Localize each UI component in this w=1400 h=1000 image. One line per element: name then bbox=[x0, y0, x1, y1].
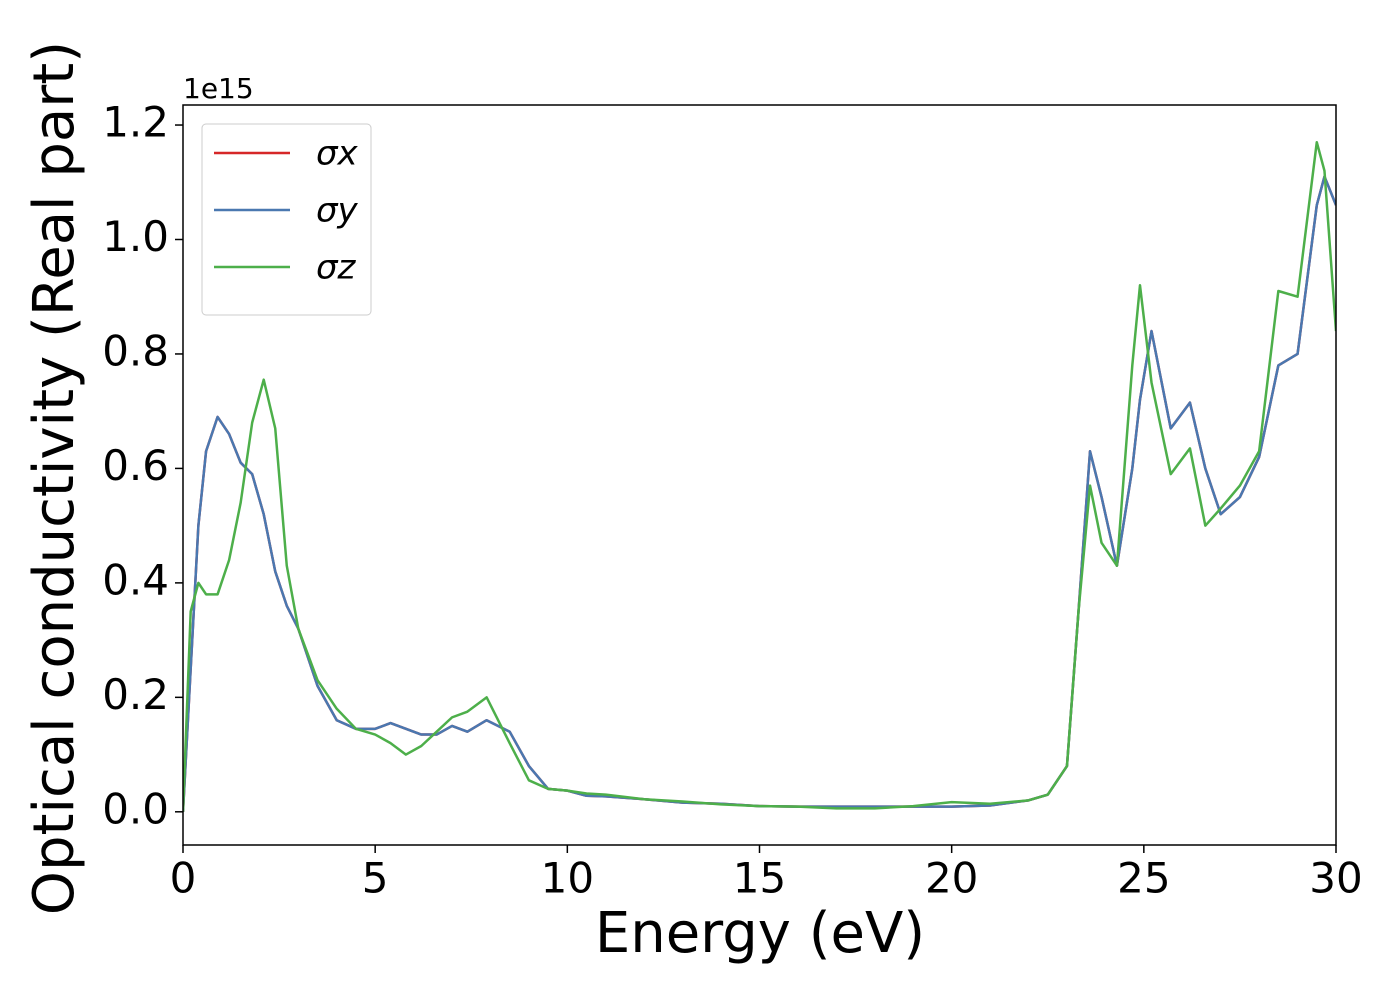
x-tick-label: 25 bbox=[1117, 854, 1170, 903]
x-tick-label: 5 bbox=[362, 854, 389, 903]
legend-label: σy bbox=[316, 191, 359, 231]
y-tick-label: 1.2 bbox=[102, 98, 169, 147]
y-tick-label: 0.4 bbox=[102, 555, 169, 604]
x-tick-label: 0 bbox=[170, 854, 197, 903]
x-axis-label: Energy (eV) bbox=[595, 901, 925, 966]
x-tick-label: 20 bbox=[925, 854, 978, 903]
y-tick-label: 0.2 bbox=[102, 670, 169, 719]
legend-label: σx bbox=[316, 134, 359, 174]
y-tick-label: 0.0 bbox=[102, 784, 169, 833]
y-tick-label: 0.8 bbox=[102, 326, 169, 375]
x-tick-label: 30 bbox=[1309, 854, 1362, 903]
y-axis-label: Optical conductivity (Real part) bbox=[22, 41, 87, 915]
y-tick-label: 1.0 bbox=[102, 212, 169, 261]
y-offset-label: 1e15 bbox=[183, 72, 254, 105]
series-line bbox=[183, 140, 1336, 812]
x-tick-label: 15 bbox=[733, 854, 786, 903]
legend-label: σz bbox=[316, 248, 357, 288]
x-tick-label: 10 bbox=[541, 854, 594, 903]
y-tick-label: 0.6 bbox=[102, 441, 169, 490]
plot-frame bbox=[182, 104, 1337, 846]
